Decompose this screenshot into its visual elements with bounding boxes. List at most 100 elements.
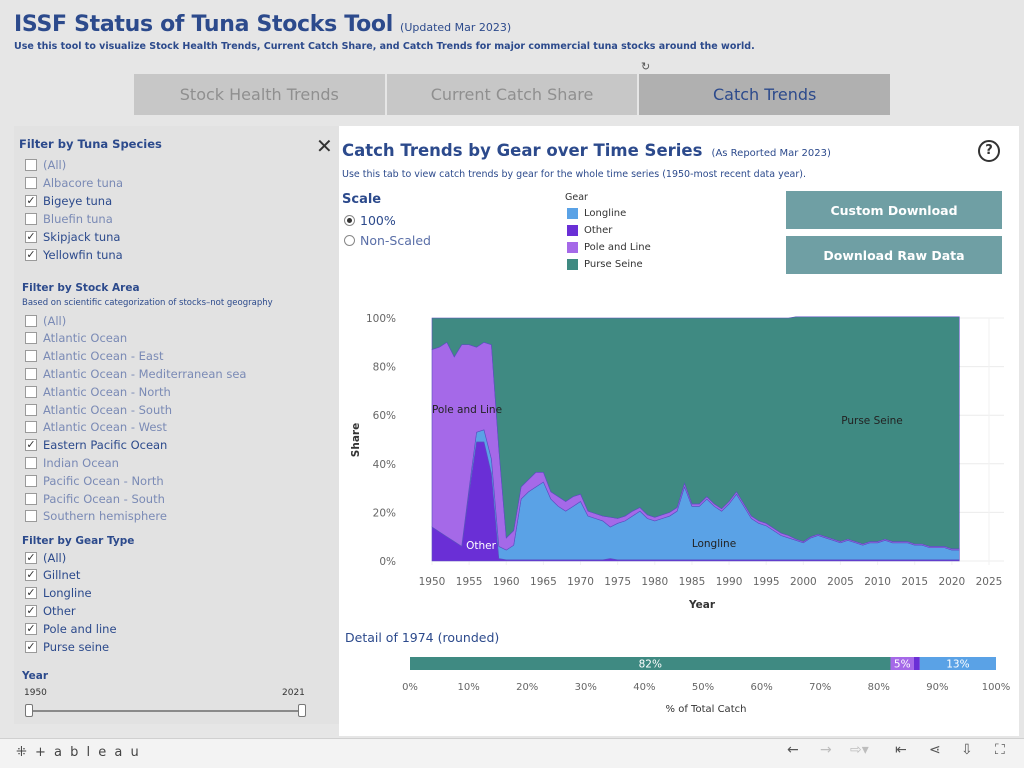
checkbox-checked-icon: ✓ [25, 586, 37, 600]
year-min-label: 1950 [24, 688, 47, 698]
download-icon[interactable]: ⇩ [961, 742, 973, 758]
filter-checkbox-species[interactable]: ✓ Yellowfin tuna [25, 246, 123, 263]
chart-header: Catch Trends by Gear over Time Series (A… [342, 141, 831, 160]
checkbox-checked-icon: ✓ [25, 550, 37, 564]
x-tick-label: 1990 [716, 576, 743, 588]
checkbox-empty-icon [25, 212, 37, 225]
checkbox-empty-icon [25, 332, 37, 345]
checkbox-checked-icon: ✓ [25, 639, 37, 653]
checkbox-empty-icon [25, 456, 37, 469]
x-tick-label: 1955 [456, 576, 483, 588]
filter-option-label: Atlantic Ocean - Mediterranean sea [43, 366, 247, 381]
filter-checkbox-species[interactable]: Albacore tuna [25, 174, 123, 191]
x-tick-label: 2015 [901, 576, 928, 588]
chart-description: Use this tab to view catch trends by gea… [342, 169, 807, 180]
year-slider-max-handle[interactable] [298, 704, 306, 717]
filter-checkbox-area[interactable]: (All) [25, 312, 66, 329]
share-icon[interactable]: ⋖ [929, 742, 941, 758]
tableau-logo[interactable]: ⁜ + a b l e a u [16, 745, 141, 760]
filter-option-label: Gillnet [43, 568, 81, 583]
catch-trends-area-chart[interactable]: 0% 20% 40% 60% 80% 100% 1950 1955 1960 1965 1970 19… [339, 300, 1019, 618]
filter-checkbox-area[interactable]: Atlantic Ocean [25, 330, 127, 347]
scale-option-100[interactable]: 100% [344, 213, 396, 228]
x-tick-label: 80% [868, 682, 890, 693]
radio-unselected-icon [344, 235, 355, 246]
checkbox-checked-icon: ✓ [25, 438, 37, 452]
filter-checkbox-area[interactable]: Atlantic Ocean - South [25, 401, 172, 418]
filter-checkbox-gear[interactable]: ✓ (All) [25, 549, 66, 566]
x-tick-label: 1975 [604, 576, 631, 588]
x-tick-label: 70% [809, 682, 831, 693]
legend-item-pole-and-line[interactable]: Pole and Line [567, 242, 651, 253]
filter-option-label: Pole and line [43, 621, 117, 636]
refresh-icon[interactable]: ↻ [641, 60, 651, 73]
legend-swatch [567, 259, 578, 270]
y-tick-label: 0% [379, 556, 396, 568]
area-annotation: Other [466, 540, 496, 552]
y-tick-label: 100% [366, 313, 396, 325]
checkbox-empty-icon [25, 474, 37, 487]
year-slider-track[interactable] [28, 710, 303, 712]
filter-checkbox-species[interactable]: ✓ Skipjack tuna [25, 228, 120, 245]
x-tick-label: 1970 [567, 576, 594, 588]
help-icon[interactable]: ? [978, 140, 1000, 162]
checkbox-checked-icon: ✓ [25, 193, 37, 207]
area-annotation: Pole and Line [432, 404, 502, 416]
filter-gear-title: Filter by Gear Type [22, 535, 135, 547]
close-icon[interactable]: ✕ [316, 134, 333, 158]
legend-item-purse-seine[interactable]: Purse Seine [567, 259, 643, 270]
filter-checkbox-gear[interactable]: ✓ Pole and line [25, 620, 117, 637]
filter-option-label: Atlantic Ocean - East [43, 349, 164, 364]
filter-checkbox-area[interactable]: Atlantic Ocean - North [25, 383, 171, 400]
tab-current-catch-share[interactable]: Current Catch Share [386, 74, 638, 115]
area-annotation: Longline [692, 538, 736, 550]
filter-option-label: Atlantic Ocean - North [43, 384, 171, 399]
detail-title: Detail of 1974 (rounded) [345, 630, 500, 645]
tab-catch-trends[interactable]: Catch Trends [639, 74, 891, 115]
filter-checkbox-area[interactable]: Atlantic Ocean - Mediterranean sea [25, 365, 246, 382]
filter-area-title: Filter by Stock Area [22, 282, 140, 294]
tab-stock-health-trends[interactable]: Stock Health Trends [134, 74, 385, 115]
detail-stacked-bar-chart[interactable]: 82% 5% 13% 0% 10% 20% 30% 40% 50% 60% 70% 80% 90% 100… [339, 650, 1019, 720]
filter-checkbox-area[interactable]: Indian Ocean [25, 454, 119, 471]
filter-checkbox-species[interactable]: (All) [25, 156, 66, 173]
legend-swatch [567, 225, 578, 236]
filter-area-subtitle: Based on scientific categorization of st… [22, 298, 273, 308]
checkbox-checked-icon: ✓ [25, 603, 37, 617]
filter-checkbox-area[interactable]: Pacific Ocean - South [25, 490, 165, 507]
year-slider-min-handle[interactable] [25, 704, 33, 717]
filter-checkbox-gear[interactable]: ✓ Purse seine [25, 638, 109, 655]
x-tick-label: 100% [982, 682, 1011, 693]
filter-option-label: Atlantic Ocean [43, 331, 128, 346]
filter-option-label: Eastern Pacific Ocean [43, 438, 168, 453]
filter-checkbox-area[interactable]: ✓ Eastern Pacific Ocean [25, 437, 167, 454]
filter-option-label: Pacific Ocean - North [43, 473, 164, 488]
filter-checkbox-species[interactable]: ✓ Bigeye tuna [25, 192, 112, 209]
undo-icon[interactable]: ← [787, 742, 799, 758]
filter-checkbox-area[interactable]: Southern hemisphere [25, 508, 167, 525]
filter-checkbox-area[interactable]: Pacific Ocean - North [25, 472, 164, 489]
download-raw-data-button[interactable]: Download Raw Data [786, 236, 1002, 274]
x-axis-label: % of Total Catch [666, 704, 747, 715]
reset-icon[interactable]: ⇤ [895, 742, 907, 758]
checkbox-empty-icon [25, 492, 37, 505]
scale-option-non-scaled[interactable]: Non-Scaled [344, 233, 431, 248]
filter-option-label: (All) [43, 550, 67, 565]
redo-icon: → [820, 742, 832, 758]
checkbox-checked-icon: ✓ [25, 568, 37, 582]
scale-option-label: 100% [360, 213, 396, 228]
custom-download-button[interactable]: Custom Download [786, 191, 1002, 229]
x-tick-label: 90% [926, 682, 948, 693]
checkbox-empty-icon [25, 314, 37, 327]
filter-option-label: Longline [43, 586, 92, 601]
legend-item-other[interactable]: Other [567, 225, 612, 236]
filter-checkbox-gear[interactable]: ✓ Other [25, 602, 76, 619]
filter-checkbox-area[interactable]: Atlantic Ocean - East [25, 348, 163, 365]
fullscreen-icon[interactable]: ⛶ [995, 742, 1005, 758]
filter-checkbox-area[interactable]: Atlantic Ocean - West [25, 419, 167, 436]
filter-checkbox-gear[interactable]: ✓ Gillnet [25, 567, 80, 584]
filter-checkbox-species[interactable]: Bluefin tuna [25, 210, 113, 227]
legend-item-longline[interactable]: Longline [567, 208, 626, 219]
filter-option-label: Pacific Ocean - South [43, 491, 165, 506]
filter-checkbox-gear[interactable]: ✓ Longline [25, 585, 92, 602]
